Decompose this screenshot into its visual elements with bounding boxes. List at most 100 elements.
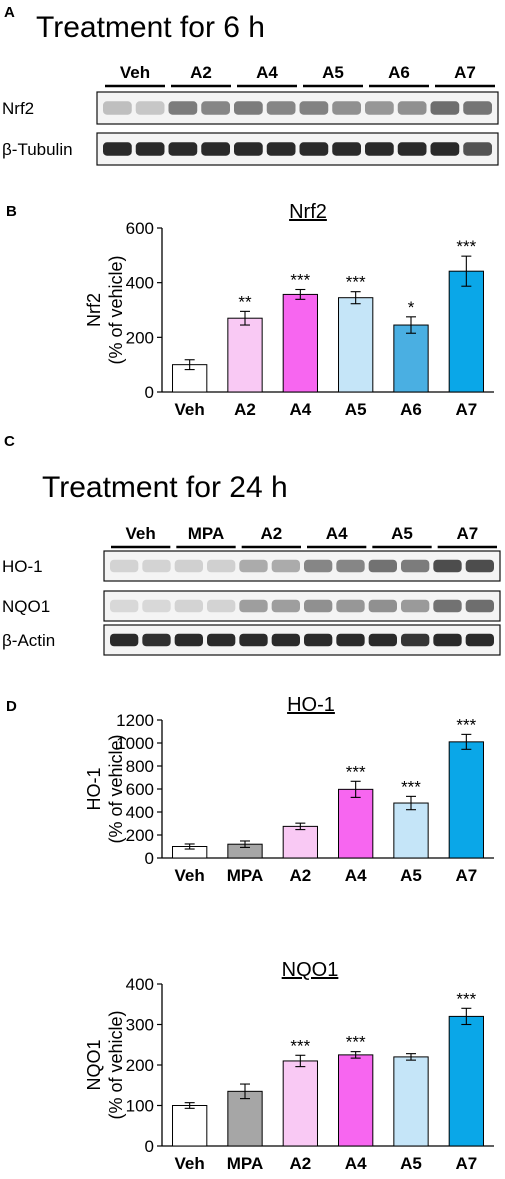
category-label-a7: A7 [455, 400, 477, 419]
blot-band [463, 142, 492, 156]
blot-band [103, 142, 132, 156]
row-label-ho-1: HO-1 [2, 557, 43, 576]
significance-label: ** [238, 292, 252, 311]
y-tick-label: 1200 [116, 711, 154, 730]
blot-band [433, 599, 462, 613]
y-tick-label: 1000 [116, 734, 154, 753]
blot-band [174, 599, 203, 613]
category-label-mpa: MPA [227, 1154, 264, 1173]
blot-band [207, 599, 236, 613]
blot-band [401, 633, 430, 647]
lane-label-a7: A7 [454, 63, 476, 82]
blot-band [401, 599, 430, 613]
blot-band [201, 101, 230, 115]
y-tick-label: 0 [145, 1137, 154, 1156]
lane-label-a2: A2 [260, 524, 282, 543]
blot-band [365, 101, 394, 115]
y-tick-label: 400 [126, 803, 154, 822]
blot-band [465, 559, 494, 573]
blot-band [304, 599, 333, 613]
blot-band [142, 599, 171, 613]
blot-band [271, 559, 300, 573]
blot-band [142, 559, 171, 573]
y-tick-label: 400 [126, 274, 154, 293]
blot-band [110, 599, 139, 613]
category-label-a2: A2 [234, 400, 256, 419]
lane-label-mpa: MPA [188, 524, 225, 543]
category-label-a4: A4 [345, 866, 367, 885]
blot-band [332, 142, 361, 156]
blot-band [433, 633, 462, 647]
blot-band [234, 101, 263, 115]
panel-c-heading: Treatment for 24 h [42, 471, 288, 504]
blot-band [239, 633, 268, 647]
blot-band [336, 633, 365, 647]
lane-label-veh: Veh [120, 63, 150, 82]
category-label-a4: A4 [289, 400, 311, 419]
blot-band [465, 633, 494, 647]
blot-band [201, 142, 230, 156]
bar-a2 [282, 825, 318, 859]
blot-band [304, 633, 333, 647]
category-label-veh: Veh [175, 866, 205, 885]
y-tick-label: 300 [126, 1016, 154, 1035]
y-tick-label: 600 [126, 219, 154, 238]
bar-a5 [338, 297, 374, 393]
category-label-a7: A7 [455, 866, 477, 885]
chart-title-nrf2: Nrf2 [289, 201, 327, 223]
bar-a4 [282, 293, 318, 393]
panel-letter-d: D [6, 698, 17, 715]
y-tick-label: 200 [126, 826, 154, 845]
lane-label-a7: A7 [456, 524, 478, 543]
bar-a5 [393, 1056, 429, 1147]
blot-band [207, 559, 236, 573]
significance-label: *** [456, 237, 476, 256]
blot-band [135, 101, 165, 115]
significance-label: *** [290, 1036, 310, 1055]
y-tick-label: 100 [126, 1097, 154, 1116]
panel-letter-a: A [4, 4, 15, 21]
blot-band [397, 101, 427, 115]
lane-label-a5: A5 [391, 524, 413, 543]
category-label-veh: Veh [175, 400, 205, 419]
chart-title-ho-1: HO-1 [287, 694, 335, 716]
y-tick-label: 0 [145, 849, 154, 868]
blot-band [332, 101, 361, 115]
blot-panel-a: Veh A2 A4 A5 A6 A7 Nrf2 β-Tubulin [2, 63, 499, 166]
category-label-a5: A5 [400, 866, 422, 885]
blot-band [174, 633, 203, 647]
blot-band [103, 101, 132, 115]
significance-label: *** [346, 273, 366, 292]
panel-letter-c: C [4, 433, 15, 450]
lane-label-a4: A4 [326, 524, 348, 543]
bar-mpa [227, 1090, 263, 1147]
significance-label: *** [346, 1033, 366, 1052]
panel-a-heading: Treatment for 6 h [36, 11, 265, 44]
blot-band [110, 633, 139, 647]
row-label-nrf2: Nrf2 [2, 99, 34, 118]
category-label-a5: A5 [345, 400, 367, 419]
significance-label: * [408, 298, 415, 317]
category-label-veh: Veh [175, 1154, 205, 1173]
blot-band [299, 142, 329, 156]
bar-a2 [282, 1060, 318, 1147]
y-tick-label: 200 [126, 328, 154, 347]
category-label-a7: A7 [455, 1154, 477, 1173]
chart-title-nqo1: NQO1 [282, 959, 339, 981]
blot-band [234, 142, 263, 156]
y-tick-label: 400 [126, 975, 154, 994]
category-label-a5: A5 [400, 1154, 422, 1173]
bar-a7 [448, 741, 484, 859]
blot-band [207, 633, 236, 647]
category-label-mpa: MPA [227, 866, 264, 885]
lane-label-veh: Veh [126, 524, 156, 543]
blot-band [239, 559, 268, 573]
bar-veh [172, 1105, 208, 1147]
blot-band [266, 142, 296, 156]
bar-a6 [393, 324, 429, 393]
blot-band [368, 633, 397, 647]
significance-label: *** [401, 777, 421, 796]
blot-band [336, 599, 365, 613]
y-tick-label: 0 [145, 383, 154, 402]
